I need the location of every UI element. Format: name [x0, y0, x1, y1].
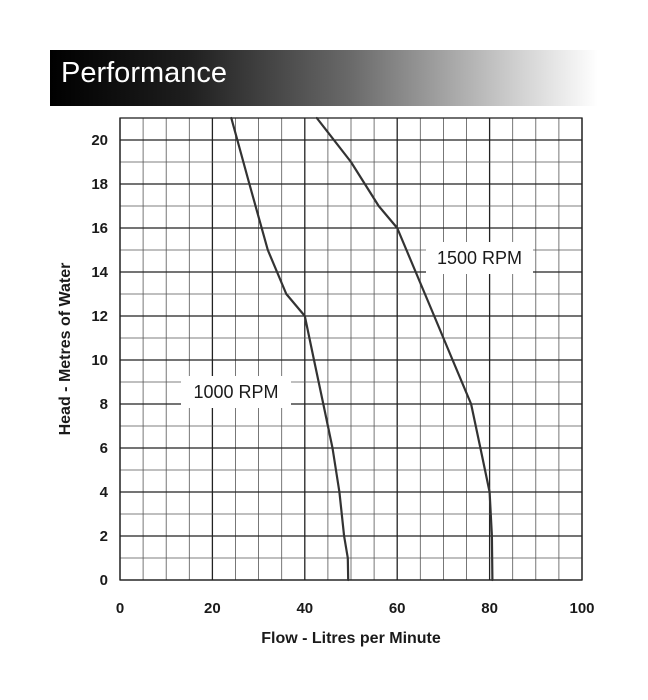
curve-labels: 1000 RPM 1500 RPM [181, 242, 533, 408]
y-tick-label: 6 [100, 440, 108, 457]
y-tick-labels: 0 2 4 6 8 10 12 14 16 18 20 [91, 132, 108, 589]
x-tick-label: 0 [116, 600, 124, 617]
x-tick-labels: 0 20 40 60 80 100 [116, 600, 595, 617]
y-tick-label: 12 [91, 308, 108, 325]
x-axis-label: Flow - Litres per Minute [261, 630, 441, 647]
y-tick-label: 16 [91, 220, 108, 237]
performance-header: Performance [50, 50, 598, 106]
page-title: Performance [61, 57, 228, 89]
y-tick-label: 2 [100, 528, 108, 545]
x-tick-label: 40 [296, 600, 313, 617]
x-tick-label: 20 [204, 600, 221, 617]
x-tick-label: 100 [569, 600, 594, 617]
y-tick-label: 0 [100, 572, 108, 589]
curve-label-1000-rpm-bg [181, 376, 291, 408]
curve-1500-rpm [315, 116, 494, 582]
y-tick-label: 14 [91, 264, 108, 281]
x-tick-label: 80 [481, 600, 498, 617]
y-tick-label: 10 [91, 352, 108, 369]
plot-border [119, 117, 583, 581]
y-tick-label: 20 [91, 132, 108, 149]
y-tick-label: 4 [100, 484, 109, 501]
chart-grid [119, 117, 583, 581]
y-tick-label: 8 [100, 396, 108, 413]
curve-label-1000-rpm: 1000 RPM [193, 382, 278, 402]
curve-label-1500-rpm-bg [426, 242, 533, 274]
chart-curves [230, 116, 494, 582]
x-tick-label: 60 [389, 600, 406, 617]
curve-1000-rpm [230, 116, 350, 582]
y-tick-label: 18 [91, 176, 108, 193]
y-axis-label: Head - Metres of Water [57, 263, 74, 436]
curve-label-1500-rpm: 1500 RPM [437, 248, 522, 268]
